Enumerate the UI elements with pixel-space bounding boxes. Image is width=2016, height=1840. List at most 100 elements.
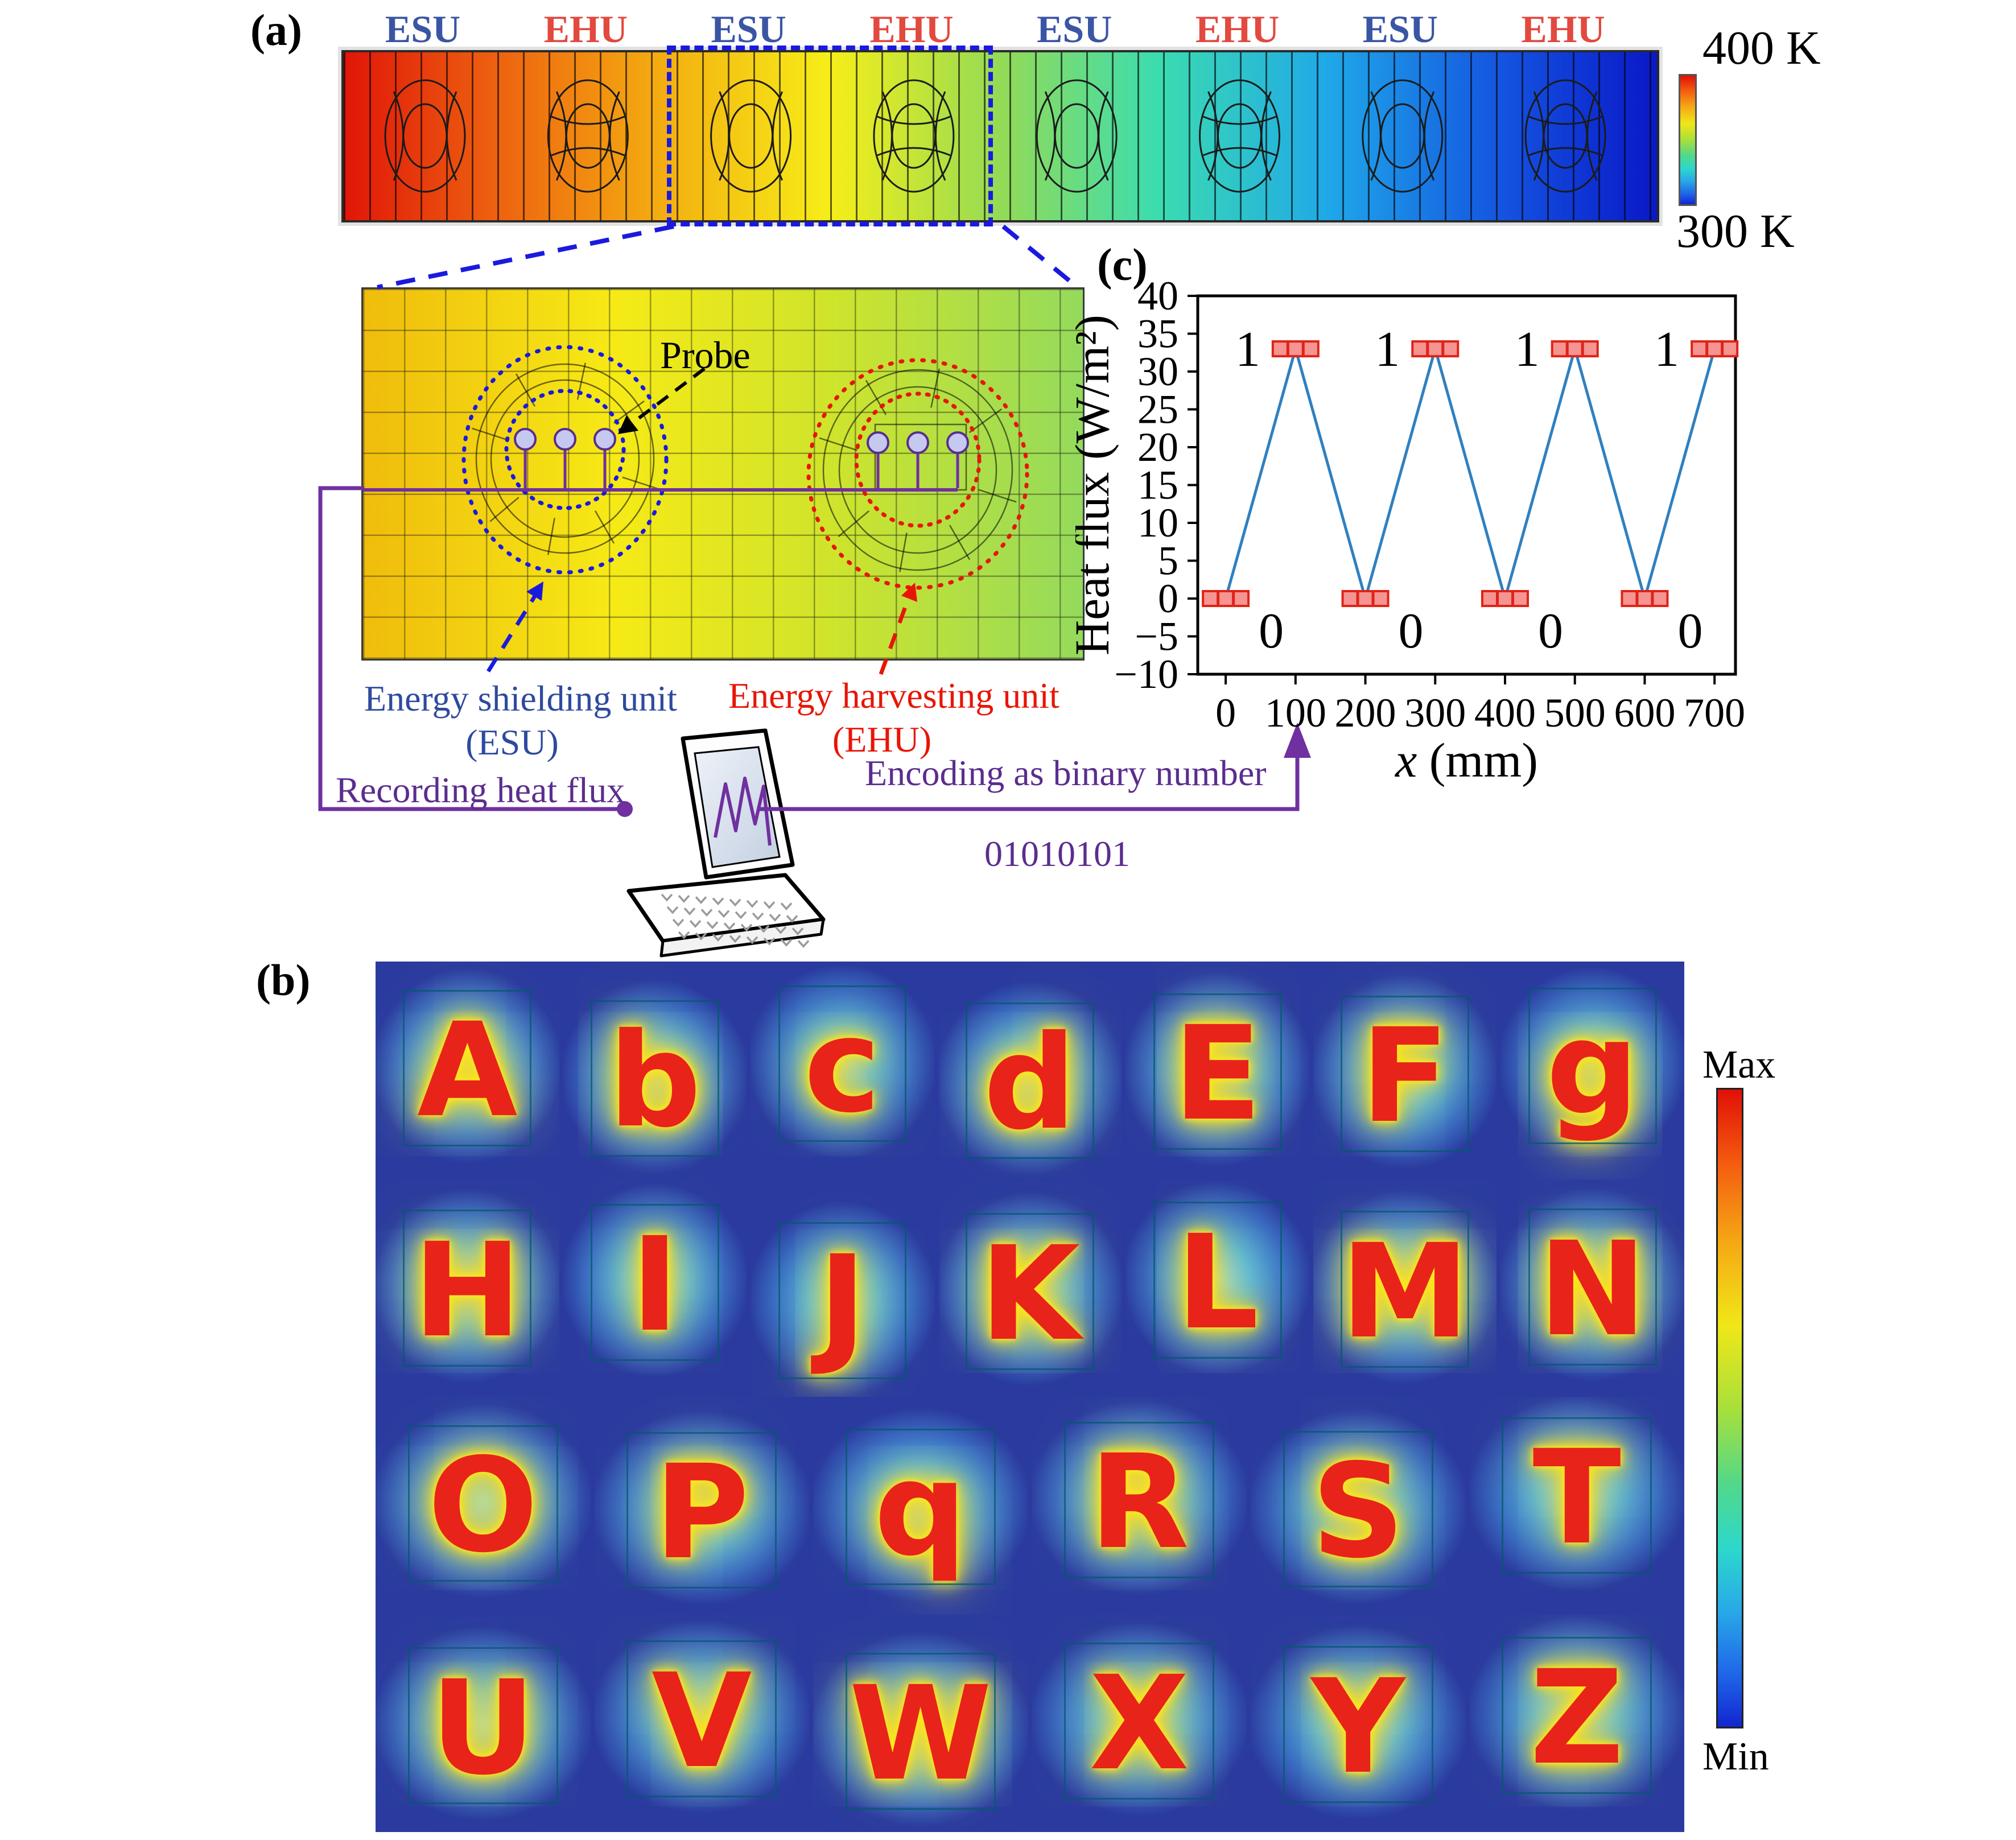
svg-text:200: 200 <box>1335 690 1396 736</box>
letter-tile-S: S <box>1251 1397 1466 1615</box>
y-axis-label: Heat flux (W/m²) <box>1075 315 1119 655</box>
unit-cell-outline <box>1283 1646 1433 1803</box>
letter-tile-L: L <box>1126 1179 1309 1397</box>
svg-text:20: 20 <box>1137 424 1178 470</box>
binary-point-label: 1 <box>1654 322 1679 377</box>
letter-tile-U: U <box>376 1614 591 1832</box>
isotherm-lines <box>344 52 1657 220</box>
svg-text:600: 600 <box>1614 690 1675 736</box>
svg-text:700: 700 <box>1684 690 1745 736</box>
letter-heat-field: K <box>938 1185 1122 1397</box>
unit-cell-outline <box>1502 1417 1652 1574</box>
svg-text:500: 500 <box>1544 690 1606 736</box>
letter-heat-field: R <box>1032 1397 1247 1611</box>
heat-flux-chart: (c) 40 35 30 25 20 15 10 5 0 −5 −10 0 100 200 300 400 500… <box>1065 239 1758 825</box>
letter-heat-field: L <box>1126 1179 1309 1391</box>
svg-text:400: 400 <box>1474 690 1536 736</box>
letter-heat-field: X <box>1032 1614 1247 1832</box>
letter-heat-field: H <box>376 1181 559 1397</box>
letter-glyph: H <box>413 1214 522 1366</box>
letter-heat-field: O <box>376 1397 591 1615</box>
letter-glyph: S <box>1311 1435 1405 1587</box>
letter-glyph: J <box>818 1227 867 1379</box>
recording-label: Recording heat flux <box>336 770 625 810</box>
laptop-icon <box>626 728 826 958</box>
letter-tile-H: H <box>376 1179 559 1397</box>
letter-heat-field: N <box>1500 1180 1685 1397</box>
letter-glyph: U <box>430 1652 536 1804</box>
unit-cell-outline <box>966 1002 1094 1160</box>
letter-heat-field: J <box>751 1194 934 1397</box>
letter-tile-d: d <box>938 962 1122 1179</box>
letter-tile-T: T <box>1469 1397 1684 1615</box>
zoomed-inset <box>361 287 1085 661</box>
letter-glyph: R <box>1089 1426 1190 1578</box>
heatmap-max-label: Max <box>1702 1043 1776 1087</box>
temperature-colorbar <box>1679 74 1697 206</box>
svg-text:40: 40 <box>1137 273 1178 319</box>
letter-glyph: A <box>417 995 518 1146</box>
letter-glyph: Y <box>1311 1651 1405 1802</box>
letter-glyph: c <box>803 990 881 1142</box>
binary-point-label: 0 <box>1538 604 1563 659</box>
letter-tile-X: X <box>1032 1614 1247 1832</box>
letter-glyph: W <box>849 1657 992 1809</box>
unit-cell-outline <box>590 1204 719 1361</box>
letter-tile-M: M <box>1313 1179 1497 1397</box>
strip-unit-label-2-esu: ESU <box>711 7 786 51</box>
svg-text:0: 0 <box>1158 576 1178 621</box>
strip-unit-label-4-esu: ESU <box>1037 7 1112 51</box>
letter-heat-field: M <box>1313 1182 1497 1397</box>
letter-tile-K: K <box>938 1179 1122 1397</box>
letter-glyph: K <box>979 1218 1081 1369</box>
letter-glyph: Z <box>1529 1641 1624 1793</box>
binary-point-label: 0 <box>1399 604 1424 659</box>
letter-heat-field: S <box>1251 1402 1466 1615</box>
letter-tile-c: c <box>751 962 934 1179</box>
letter-heat-field: q <box>813 1400 1028 1615</box>
inset-units <box>363 345 1029 590</box>
unit-cell-outline <box>1064 1421 1215 1579</box>
svg-text:5: 5 <box>1158 538 1178 584</box>
svg-text:10: 10 <box>1137 500 1178 546</box>
panel-b-label: (b) <box>256 955 311 1005</box>
strip-unit-label-3-ehu: EHU <box>869 7 954 51</box>
letter-heat-field: Y <box>1251 1618 1466 1832</box>
encoding-label: Encoding as binary number <box>865 753 1267 793</box>
letter-heat-field: P <box>594 1404 809 1615</box>
svg-text:30: 30 <box>1137 349 1178 394</box>
letter-glyph: F <box>1361 1000 1450 1152</box>
binary-string: 01010101 <box>984 834 1130 874</box>
letter-tile-F: F <box>1313 962 1497 1179</box>
zoom-region-rect <box>667 46 993 226</box>
unit-cell-outline <box>1341 995 1470 1153</box>
binary-point-label: 1 <box>1235 322 1260 377</box>
letter-heat-field: U <box>376 1619 591 1832</box>
unit-cell-outline <box>1153 993 1282 1150</box>
letter-heat-field: g <box>1500 962 1685 1177</box>
letter-tile-q: q <box>813 1397 1028 1615</box>
letter-tile-P: P <box>594 1397 809 1615</box>
ehu-caption-line2: (EHU) <box>832 719 932 760</box>
esu-caption-line1: Energy shielding unit <box>364 678 677 719</box>
letter-heat-field: F <box>1313 967 1497 1179</box>
strip-unit-label-6-esu: ESU <box>1362 7 1438 51</box>
letter-tile-Z: Z <box>1469 1614 1684 1832</box>
letter-glyph: O <box>427 1430 538 1582</box>
letter-tile-R: R <box>1032 1397 1247 1615</box>
binary-point-label: 0 <box>1677 604 1702 659</box>
ehu-caption: Energy harvesting unit (EHU) <box>728 674 1059 762</box>
unit-cell-outline <box>403 989 532 1147</box>
letter-tile-J: J <box>751 1179 934 1397</box>
letter-tile-N: N <box>1500 1179 1685 1397</box>
letter-glyph: E <box>1173 998 1262 1150</box>
strip-unit-label-1-ehu: EHU <box>543 7 628 51</box>
heatmap-min-label: Min <box>1702 1735 1769 1779</box>
strip-unit-label-5-ehu: EHU <box>1195 7 1280 51</box>
letter-glyph: T <box>1532 1422 1622 1574</box>
